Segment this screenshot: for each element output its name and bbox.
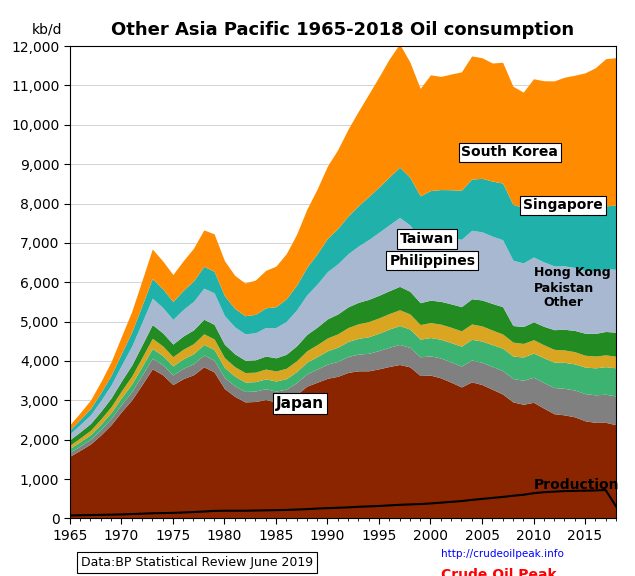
Text: Crude Oil Peak: Crude Oil Peak <box>441 568 557 576</box>
Text: http://crudeoilpeak.info: http://crudeoilpeak.info <box>441 549 564 559</box>
Text: Pakistan: Pakistan <box>533 282 594 295</box>
Text: kb/d: kb/d <box>32 22 62 37</box>
Text: Singapore: Singapore <box>523 198 603 213</box>
Title: Other Asia Pacific 1965-2018 Oil consumption: Other Asia Pacific 1965-2018 Oil consump… <box>111 21 575 39</box>
Text: Taiwan: Taiwan <box>399 232 454 246</box>
Text: Hong Kong: Hong Kong <box>533 266 610 279</box>
Text: Other: Other <box>544 296 584 309</box>
Text: Japan: Japan <box>276 396 324 411</box>
Text: Production: Production <box>533 478 619 492</box>
Text: South Korea: South Korea <box>462 145 558 160</box>
Text: Data:BP Statistical Review June 2019: Data:BP Statistical Review June 2019 <box>81 556 313 569</box>
Text: Philippines: Philippines <box>389 253 475 267</box>
